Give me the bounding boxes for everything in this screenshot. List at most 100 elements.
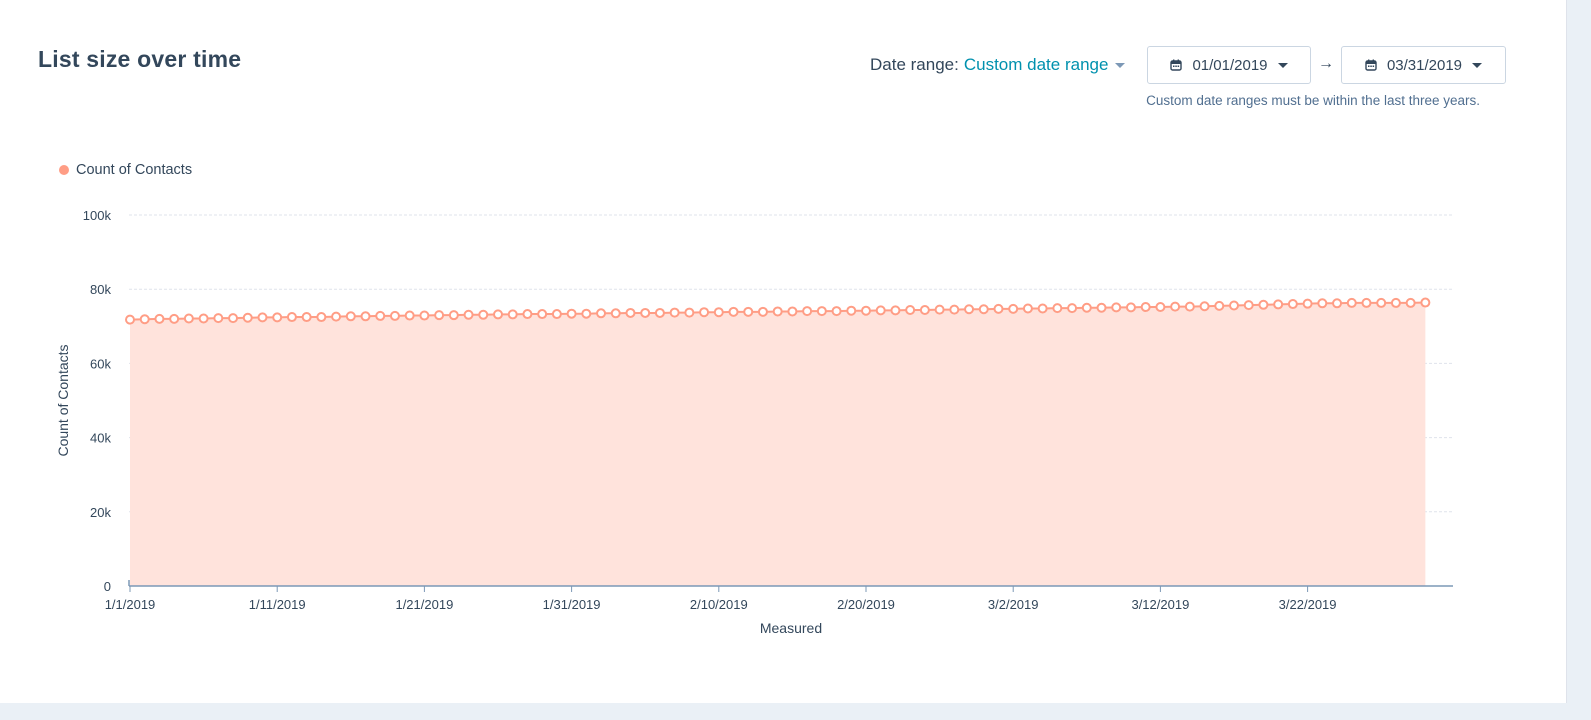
data-point bbox=[1405, 297, 1416, 308]
y-tick-label: 100k bbox=[83, 208, 112, 223]
data-point bbox=[1420, 297, 1431, 308]
data-point bbox=[787, 306, 798, 317]
data-point bbox=[993, 303, 1004, 314]
data-point bbox=[1111, 302, 1122, 313]
legend-label: Count of Contacts bbox=[76, 162, 193, 178]
data-point bbox=[272, 312, 283, 323]
data-point bbox=[1273, 299, 1284, 310]
start-date-button[interactable]: 01/01/2019 bbox=[1147, 46, 1311, 84]
chart-legend[interactable]: Count of Contacts bbox=[59, 162, 192, 178]
data-point bbox=[125, 314, 135, 325]
data-point bbox=[949, 304, 960, 315]
data-point bbox=[919, 304, 930, 315]
x-tick-label: 1/31/2019 bbox=[543, 597, 601, 612]
x-tick-label: 2/10/2019 bbox=[690, 597, 748, 612]
data-point bbox=[934, 304, 945, 315]
data-point bbox=[1361, 297, 1372, 308]
data-point bbox=[713, 307, 724, 318]
start-date-value: 01/01/2019 bbox=[1192, 56, 1268, 74]
chevron-down-icon bbox=[1472, 62, 1483, 68]
data-point bbox=[463, 309, 474, 320]
data-point bbox=[1081, 302, 1092, 313]
data-point bbox=[257, 312, 268, 323]
data-point bbox=[198, 313, 209, 324]
data-point bbox=[1199, 301, 1210, 312]
date-range-dropdown[interactable]: Custom date range bbox=[964, 55, 1126, 75]
data-point bbox=[419, 310, 430, 321]
x-tick-label: 1/21/2019 bbox=[395, 597, 453, 612]
y-tick-label: 0 bbox=[104, 579, 111, 594]
report-title: List size over time bbox=[38, 46, 242, 72]
data-point bbox=[493, 309, 503, 320]
data-point bbox=[1125, 302, 1136, 313]
data-point bbox=[154, 313, 165, 324]
data-point bbox=[507, 309, 518, 320]
data-point bbox=[757, 306, 768, 317]
data-point bbox=[610, 308, 621, 319]
x-tick-label: 1/1/2019 bbox=[105, 597, 156, 612]
data-point bbox=[875, 305, 886, 316]
end-date-value: 03/31/2019 bbox=[1386, 56, 1463, 74]
series-area bbox=[130, 302, 1426, 586]
data-point bbox=[1376, 297, 1387, 308]
data-point bbox=[551, 309, 562, 320]
x-tick-label: 3/12/2019 bbox=[1131, 597, 1189, 612]
data-point bbox=[286, 312, 297, 323]
y-tick-label: 80k bbox=[90, 282, 111, 297]
y-axis-title: Count of Contacts bbox=[55, 344, 71, 456]
data-point bbox=[978, 304, 989, 315]
data-point bbox=[1287, 299, 1298, 310]
data-point bbox=[905, 304, 916, 315]
x-tick-label: 3/2/2019 bbox=[988, 597, 1039, 612]
list-size-chart: 0 20k 40k 60k 80k 100k 1/1/2019 1/11/2019 1/21/2… bbox=[55, 208, 1453, 636]
date-range-value: Custom date range bbox=[963, 55, 1109, 74]
date-range-label: Date range: bbox=[870, 55, 959, 74]
data-point bbox=[228, 313, 239, 324]
data-point bbox=[301, 312, 312, 323]
x-axis-title: Measured bbox=[760, 620, 822, 636]
data-point bbox=[1229, 300, 1239, 311]
data-point bbox=[537, 309, 548, 320]
y-tick-label: 60k bbox=[90, 356, 111, 371]
data-point bbox=[139, 314, 150, 325]
x-tick-label: 1/11/2019 bbox=[249, 597, 306, 612]
data-point bbox=[1302, 298, 1313, 309]
data-point bbox=[316, 312, 327, 323]
data-point bbox=[654, 307, 665, 318]
x-tick-label: 3/22/2019 bbox=[1279, 597, 1337, 612]
data-point bbox=[331, 311, 342, 322]
legend-dot-icon bbox=[59, 165, 69, 175]
date-range-hint: Custom date ranges must be within the la… bbox=[1146, 93, 1480, 108]
data-point bbox=[640, 307, 651, 318]
data-point bbox=[1317, 298, 1328, 309]
data-point bbox=[183, 313, 194, 324]
data-point bbox=[1140, 302, 1151, 313]
data-point bbox=[389, 310, 400, 321]
y-tick-label: 40k bbox=[90, 431, 111, 446]
data-point bbox=[1022, 303, 1033, 314]
chevron-down-icon bbox=[1115, 62, 1126, 68]
end-date-button[interactable]: 03/31/2019 bbox=[1341, 46, 1506, 84]
data-point bbox=[434, 310, 445, 321]
data-point bbox=[669, 307, 680, 318]
data-point bbox=[890, 305, 901, 316]
data-point bbox=[1052, 303, 1063, 314]
data-point bbox=[566, 308, 577, 319]
report-card: List size over time Date range: Custom d… bbox=[0, 0, 1567, 703]
data-point bbox=[831, 306, 842, 317]
data-point bbox=[743, 306, 754, 317]
data-point bbox=[802, 306, 813, 317]
data-point bbox=[699, 307, 710, 318]
data-point bbox=[478, 309, 489, 320]
data-point bbox=[846, 305, 857, 316]
data-point bbox=[1258, 299, 1269, 310]
data-point bbox=[1096, 302, 1107, 313]
data-point bbox=[169, 313, 180, 324]
data-point bbox=[1067, 303, 1078, 314]
data-point bbox=[345, 311, 356, 322]
data-point bbox=[1155, 302, 1166, 313]
calendar-icon bbox=[1365, 59, 1377, 71]
data-point bbox=[1184, 301, 1195, 312]
data-point bbox=[861, 305, 871, 316]
data-point bbox=[1390, 297, 1401, 308]
